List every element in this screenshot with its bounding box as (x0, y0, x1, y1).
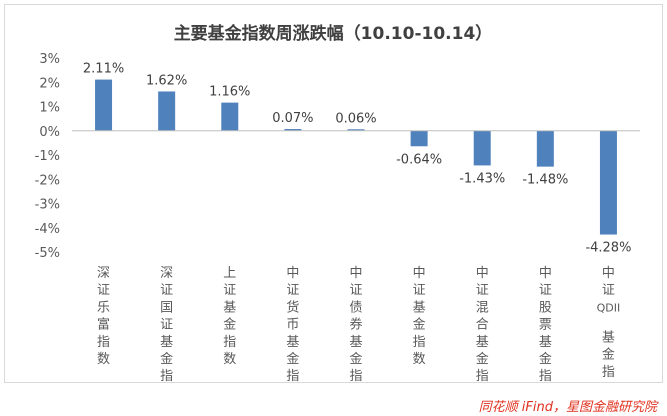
x-tick-label: 中证股票基金指数 (539, 266, 552, 382)
y-tick-label: -4% (35, 222, 60, 237)
x-tick-label: 中证货币基金指数 (286, 266, 299, 382)
data-label: 1.62% (146, 73, 187, 88)
source-credit: 同花顺 iFind，星图金融研究院 (478, 400, 657, 415)
y-tick-label: 0% (39, 125, 60, 140)
data-label: 2.11% (83, 62, 124, 77)
bar (95, 79, 113, 131)
bar (473, 130, 491, 166)
data-label: -1.43% (459, 171, 505, 186)
bar (158, 91, 176, 131)
bar (410, 130, 428, 147)
chart-frame: 主要基金指数周涨跌幅（10.10-10.14） 3% 2% 1% 0% -1% -2% -3… (4, 4, 663, 383)
y-axis: 3% 2% 1% 0% -1% -2% -3% -4% -5% (35, 52, 60, 261)
y-tick-label: 1% (39, 101, 60, 116)
x-tick-label: 深证国证基金指数 (160, 266, 173, 382)
y-tick-label: -2% (35, 173, 60, 188)
y-tick-label: -3% (35, 198, 60, 213)
x-tick-label: 中证QDII基金指数 (597, 266, 621, 382)
data-labels: 2.11% 1.62% 1.16% 0.07% 0.06% -0.64% -1.43% -1.… (83, 62, 632, 256)
x-axis-labels: 深证乐富指数 深证国证基金指数 上证基金指数 中证货币基金指数 中证债券基金指数 中证基金… (97, 266, 620, 382)
y-tick-label: -5% (35, 246, 60, 261)
x-tick-label: 中证基金指数 (413, 266, 426, 367)
bar (599, 130, 617, 235)
data-label: -0.64% (396, 152, 442, 167)
y-tick-label: -1% (35, 149, 60, 164)
data-label: 1.16% (209, 85, 250, 100)
y-tick-label: 2% (39, 76, 60, 91)
x-tick-label: 深证乐富指数 (97, 266, 110, 367)
data-label: 0.07% (272, 111, 313, 126)
data-label: -4.28% (585, 241, 631, 256)
chart-title: 主要基金指数周涨跌幅（10.10-10.14） (174, 23, 493, 44)
bar (536, 130, 554, 167)
bar (221, 102, 239, 131)
bar (347, 129, 365, 131)
x-tick-label: 中证债券基金指数 (349, 266, 362, 382)
bar-chart: 主要基金指数周涨跌幅（10.10-10.14） 3% 2% 1% 0% -1% -2% -3… (35, 23, 640, 382)
x-tick-label: 中证混合基金指数 (476, 266, 489, 382)
data-label: 0.06% (335, 111, 376, 126)
bars (95, 79, 617, 235)
x-tick-label: 上证基金指数 (223, 266, 236, 367)
data-label: -1.48% (522, 173, 568, 188)
y-tick-label: 3% (39, 52, 60, 67)
bar (284, 129, 302, 131)
